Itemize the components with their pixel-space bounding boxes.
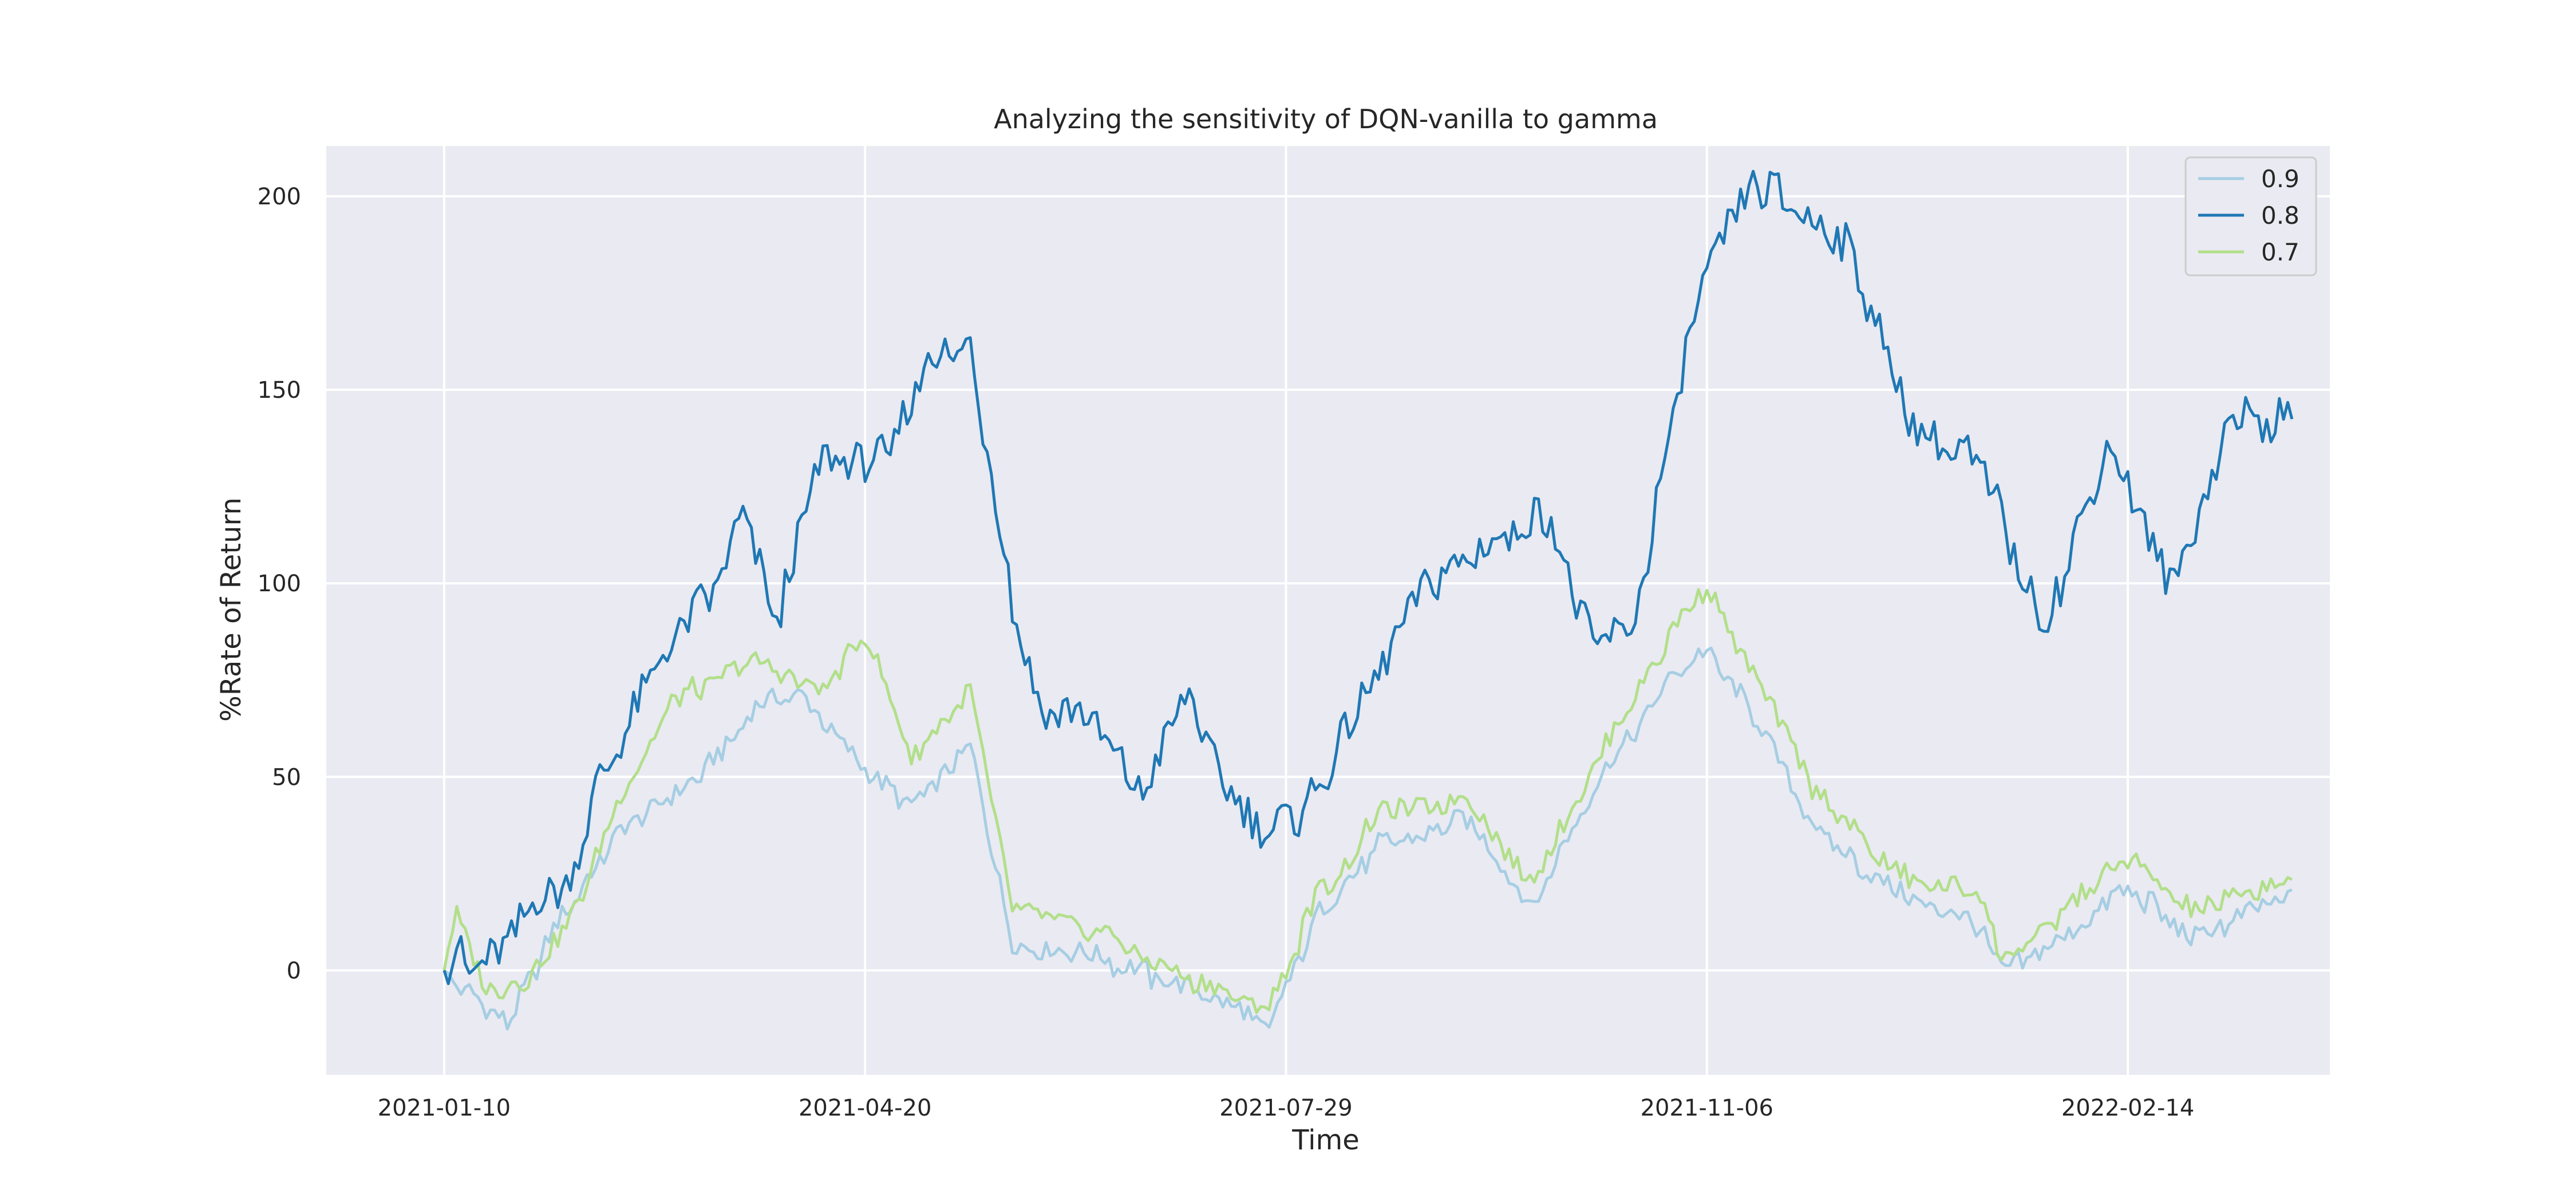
x-tick-label: 2021-07-29 <box>1219 1095 1352 1121</box>
y-axis-ticks: 0 50 100 150 200 <box>258 184 301 984</box>
grid <box>326 146 2330 1075</box>
y-axis-label: %Rate of Return <box>215 497 247 722</box>
y-tick-label: 50 <box>272 764 301 790</box>
x-tick-label: 2022-02-14 <box>2061 1095 2194 1121</box>
legend-label: 0.7 <box>2261 238 2300 266</box>
y-tick-label: 200 <box>258 184 301 210</box>
plot-area <box>326 146 2330 1075</box>
y-tick-label: 100 <box>258 571 301 597</box>
chart-title: Analyzing the sensitivity of DQN-vanilla… <box>994 104 1658 135</box>
x-tick-label: 2021-01-10 <box>378 1095 511 1121</box>
x-tick-label: 2021-04-20 <box>799 1095 931 1121</box>
series-line-0-7 <box>442 588 2293 1014</box>
x-axis-label: Time <box>1291 1124 1359 1156</box>
x-axis-ticks: 2021-01-10 2021-04-20 2021-07-29 2021-11-06… <box>378 1095 2195 1121</box>
y-tick-label: 150 <box>258 377 301 404</box>
legend-label: 0.8 <box>2261 201 2300 230</box>
legend-label: 0.9 <box>2261 165 2300 193</box>
series-layer <box>442 169 2294 1031</box>
series-line-0-9 <box>443 646 2293 1031</box>
series-line-0-8 <box>442 169 2294 986</box>
legend: 0.9 0.8 0.7 <box>2184 156 2317 276</box>
y-tick-label: 0 <box>287 958 301 984</box>
legend-box <box>2184 156 2317 276</box>
x-tick-label: 2021-11-06 <box>1641 1095 1773 1121</box>
